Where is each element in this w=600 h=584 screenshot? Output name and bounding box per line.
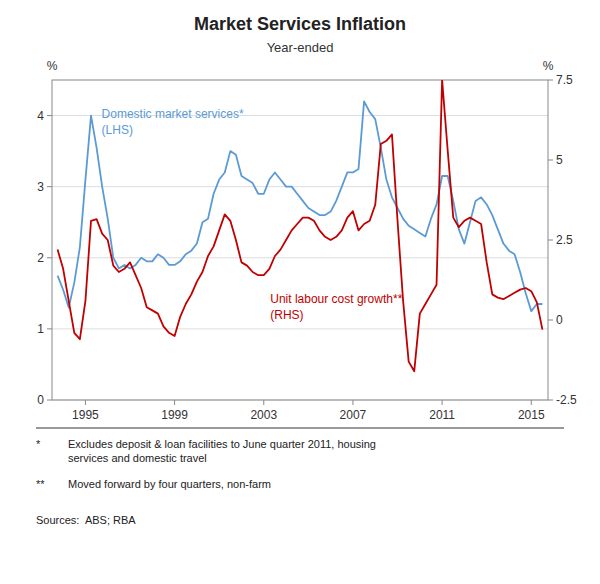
- y-tick-label: 3: [37, 180, 44, 194]
- chart: Market Services Inflation Year-ended 0 1 2 3 4…: [0, 0, 600, 584]
- x-tick-label: 1999: [161, 408, 188, 422]
- grid-line: [52, 186, 548, 187]
- y2-tick-label: 0: [556, 313, 563, 327]
- y-tick-label: 0: [37, 393, 44, 407]
- x-tick: [442, 400, 443, 405]
- grid-line: [52, 257, 548, 258]
- series-line: [58, 80, 543, 371]
- y-tick: [47, 186, 52, 187]
- y-tick: [47, 400, 52, 401]
- x-tick: [352, 400, 353, 405]
- y-tick: [47, 328, 52, 329]
- footnote-text: Excludes deposit & loan facilities to Ju…: [68, 438, 376, 464]
- grid-line: [52, 328, 548, 329]
- y2-tick: [548, 320, 553, 321]
- y-tick-label: 1: [37, 322, 44, 336]
- x-tick-label: 2007: [340, 408, 367, 422]
- series-axis-note: (RHS): [270, 308, 303, 322]
- y-tick-label: 2: [37, 251, 44, 265]
- footnote-line: Excludes deposit & loan facilities to Ju…: [68, 438, 376, 450]
- footnote-line: services and domestic travel: [68, 452, 207, 464]
- subtitle: Year-ended: [267, 40, 334, 55]
- x-tick: [85, 400, 86, 405]
- y-tick: [47, 115, 52, 116]
- x-tick: [174, 400, 175, 405]
- sources: Sources: ABS; RBA: [36, 514, 136, 526]
- y2-axis-label: %: [543, 59, 554, 73]
- plot-frame: [52, 80, 548, 400]
- y2-tick: [548, 160, 553, 161]
- series-label: Unit labour cost growth**: [270, 292, 402, 306]
- y2-tick: [548, 80, 553, 81]
- separator: [36, 428, 564, 429]
- y2-tick: [548, 240, 553, 241]
- x-tick-label: 2015: [518, 408, 545, 422]
- y2-tick-label: 2.5: [556, 233, 573, 247]
- y2-tick-label: 7.5: [556, 73, 573, 87]
- y-tick-label: 4: [37, 109, 44, 123]
- title: Market Services Inflation: [194, 14, 406, 34]
- x-tick-label: 2003: [250, 408, 277, 422]
- footnote-mark: **: [36, 478, 45, 490]
- series-group: [58, 80, 543, 371]
- x-tick: [263, 400, 264, 405]
- footnote-mark: *: [36, 438, 41, 450]
- y2-tick-label: -2.5: [556, 393, 577, 407]
- series-line: [58, 101, 543, 311]
- y2-tick: [548, 400, 553, 401]
- series-axis-note: (LHS): [102, 123, 133, 137]
- footnote-line: Moved forward by four quarters, non-farm: [68, 478, 271, 490]
- series-label: Domestic market services*: [102, 107, 244, 121]
- x-tick-label: 2011: [429, 408, 455, 422]
- y-tick: [47, 257, 52, 258]
- background: [0, 0, 600, 584]
- y2-tick-label: 5: [556, 153, 563, 167]
- y-axis-label: %: [47, 59, 58, 73]
- x-tick-label: 1995: [72, 408, 99, 422]
- x-tick: [531, 400, 532, 405]
- footnote-text: Moved forward by four quarters, non-farm: [68, 478, 271, 490]
